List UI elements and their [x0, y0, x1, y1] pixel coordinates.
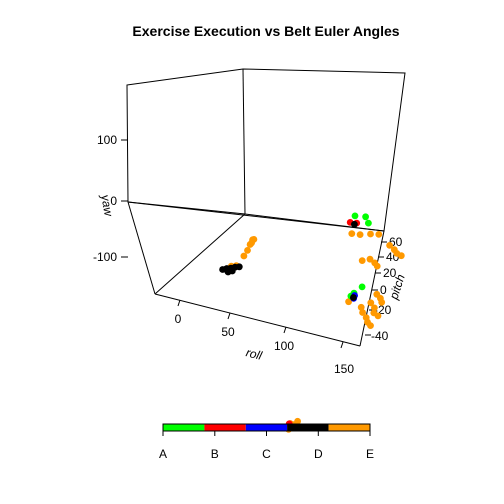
floor-left-edge — [154, 213, 246, 295]
roll-tick-label: 100 — [274, 339, 294, 353]
legend-swatch-A — [163, 424, 205, 431]
point-class-D — [350, 294, 357, 301]
point-class-E — [345, 298, 352, 306]
point-class-E — [367, 230, 374, 238]
point-class-E — [248, 239, 256, 247]
point-class-E — [348, 230, 356, 238]
roll-axis: 0 50 100 150 roll — [175, 299, 354, 376]
point-class-E — [374, 312, 382, 320]
chart-title: Exercise Execution vs Belt Euler Angles — [132, 23, 399, 39]
roll-axis-line — [154, 293, 361, 347]
point-class-A — [365, 219, 372, 227]
point-class-E — [294, 417, 301, 425]
legend-label-A: A — [159, 447, 167, 461]
pitch-tick-label: -40 — [371, 329, 389, 343]
roll-tick-label: 50 — [221, 325, 235, 339]
front-left-edge — [127, 201, 156, 295]
point-class-E — [373, 262, 381, 270]
floor-back-edge-right — [244, 213, 385, 232]
legend-swatch-E — [328, 424, 370, 431]
back-vertical-edge — [242, 68, 246, 215]
point-class-E — [378, 298, 386, 306]
roll-axis-label: roll — [245, 345, 264, 363]
point-class-E — [375, 231, 383, 238]
yaw-tick-label: 0 — [110, 194, 117, 208]
legend-swatch-D — [287, 424, 329, 431]
point-class-A — [362, 213, 369, 221]
point-class-E — [367, 299, 375, 307]
legend-label-D: D — [314, 447, 323, 461]
point-class-E — [367, 322, 374, 329]
point-class-E — [397, 252, 405, 260]
point-class-E — [357, 303, 365, 311]
point-class-D — [235, 263, 243, 271]
data-points — [219, 212, 405, 433]
point-class-E — [371, 304, 378, 312]
roll-tick-0 — [177, 299, 181, 307]
point-class-E — [244, 247, 251, 254]
legend-swatch-C — [245, 424, 288, 431]
point-class-E — [366, 255, 374, 263]
roll-tick-label: 150 — [334, 362, 354, 376]
yaw-axis: 100 0 -100 yaw — [93, 133, 128, 264]
legend-swatch-B — [204, 424, 246, 431]
pitch-tick-label: 0 — [380, 283, 387, 297]
point-class-E — [356, 231, 364, 239]
yaw-axis-label: yaw — [98, 193, 116, 219]
pitch-tick-label: 20 — [383, 266, 397, 280]
legend-label-C: C — [262, 447, 271, 461]
roll-tick-100 — [283, 326, 287, 334]
point-class-E — [386, 242, 393, 249]
yaw-tick-label: 100 — [97, 133, 117, 147]
point-class-E — [359, 309, 366, 316]
floor-back-edge-left — [127, 201, 246, 215]
point-class-A — [351, 212, 359, 220]
legend: A B C D E — [159, 423, 374, 461]
roll-tick-150 — [340, 341, 344, 349]
point-class-E — [240, 252, 248, 260]
roll-tick-50 — [227, 312, 231, 320]
point-class-D — [351, 220, 358, 228]
point-class-E — [358, 257, 366, 264]
back-frame — [126, 68, 406, 232]
point-class-D — [228, 267, 236, 275]
yaw-tick-label: -100 — [93, 250, 117, 264]
roll-tick-label: 0 — [175, 312, 182, 326]
pitch-axis-line — [359, 230, 385, 347]
legend-label-E: E — [366, 447, 374, 461]
legend-label-B: B — [211, 447, 219, 461]
plot-box — [126, 68, 406, 347]
point-class-A — [358, 283, 366, 291]
